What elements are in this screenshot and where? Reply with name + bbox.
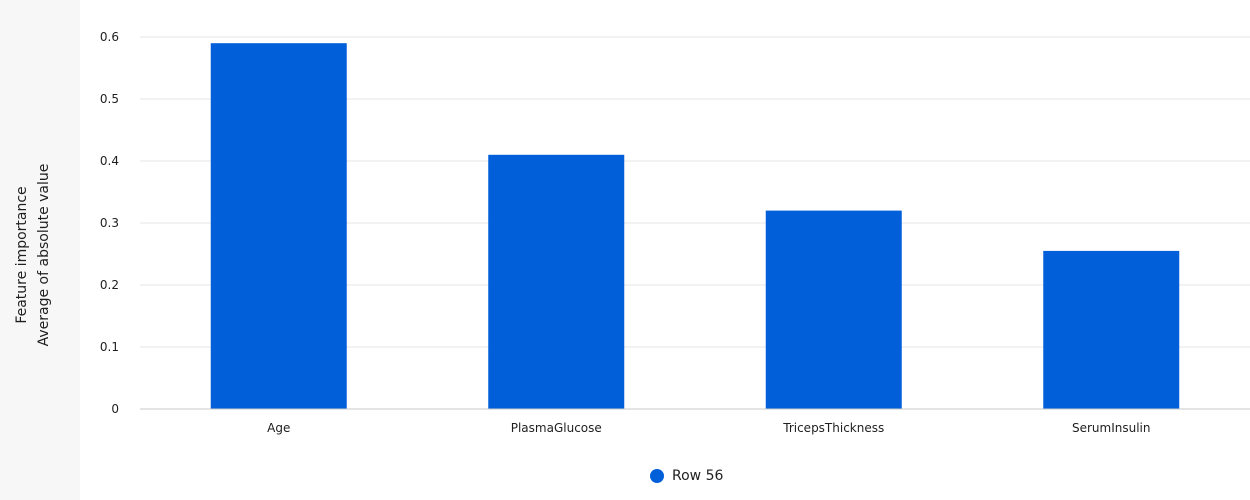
left-strip: [0, 0, 80, 500]
x-tick-label: Age: [267, 421, 290, 435]
legend-marker-icon: [650, 469, 664, 483]
bar-plasmaglucose[interactable]: [488, 154, 625, 409]
bars: [210, 43, 1180, 409]
y-tick-label: 0: [111, 402, 119, 416]
x-tick-label: SerumInsulin: [1072, 421, 1151, 435]
legend-label: Row 56: [672, 468, 724, 484]
bar-tricepsthickness[interactable]: [765, 210, 902, 409]
y-tick-label: 0.5: [100, 92, 119, 106]
x-axis-ticks: Age PlasmaGlucose TricepsThickness SerumIns…: [267, 421, 1150, 435]
y-tick-label: 0.6: [100, 30, 119, 44]
y-tick-label: 0.2: [100, 278, 119, 292]
bar-seruminsulin[interactable]: [1043, 250, 1180, 409]
legend[interactable]: Row 56: [650, 468, 723, 484]
y-tick-label: 0.1: [100, 340, 119, 354]
y-tick-label: 0.3: [100, 216, 119, 230]
y-axis-ticks: 0 0.1 0.2 0.3 0.4 0.5 0.6: [100, 30, 119, 416]
x-tick-label: TricepsThickness: [782, 421, 884, 435]
bar-age[interactable]: [210, 43, 347, 409]
x-tick-label: PlasmaGlucose: [511, 421, 602, 435]
y-tick-label: 0.4: [100, 154, 119, 168]
